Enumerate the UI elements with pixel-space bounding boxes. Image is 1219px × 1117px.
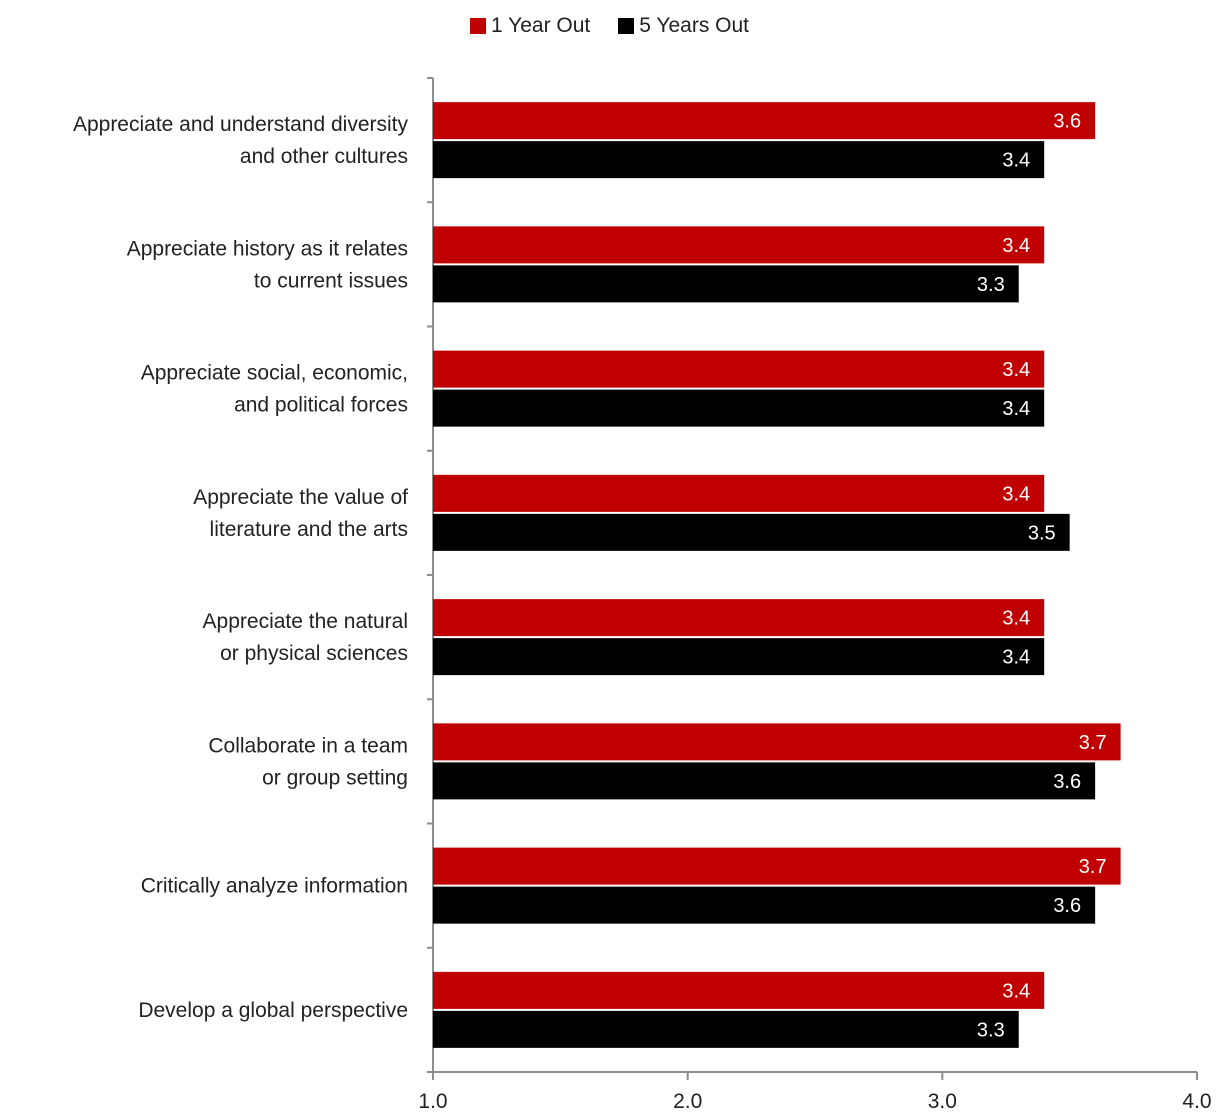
legend-swatch-5-years-out (618, 18, 635, 34)
bar (433, 638, 1045, 676)
bar (433, 102, 1096, 140)
bar (433, 141, 1045, 179)
x-tick-label: 4.0 (1182, 1090, 1211, 1113)
bar (433, 762, 1096, 800)
bar-value-label: 3.4 (1002, 608, 1030, 630)
bar-value-label: 3.3 (977, 274, 1005, 296)
category-label: or group setting (262, 766, 408, 789)
bar (433, 389, 1045, 427)
bar (433, 513, 1070, 551)
x-tick-label: 2.0 (673, 1090, 702, 1113)
category-label: Appreciate history as it relates (127, 237, 408, 260)
legend-label-1-year-out: 1 Year Out (491, 14, 591, 37)
x-tick-label: 1.0 (418, 1090, 447, 1113)
bar (433, 265, 1019, 303)
bar-value-label: 3.4 (1002, 235, 1030, 257)
bar-value-label: 3.4 (1002, 483, 1030, 505)
category-label: Appreciate the value of (193, 486, 408, 509)
bar-value-label: 3.7 (1079, 856, 1107, 878)
bar-value-label: 3.4 (1002, 980, 1030, 1002)
category-label: literature and the arts (210, 518, 408, 541)
category-label: Appreciate social, economic, (141, 362, 408, 385)
bar (433, 847, 1121, 885)
category-label: Critically analyze information (141, 875, 408, 898)
bar-value-label: 3.4 (1002, 398, 1030, 420)
category-label: Appreciate the natural (203, 610, 408, 633)
category-label: and other cultures (240, 145, 408, 168)
bar (433, 350, 1045, 388)
bar (433, 723, 1121, 761)
bar-value-label: 3.5 (1028, 522, 1056, 544)
category-label: Appreciate and understand diversity (73, 113, 409, 136)
x-tick-label: 3.0 (928, 1090, 957, 1113)
category-label: Collaborate in a team (208, 734, 408, 757)
bar-value-label: 3.4 (1002, 647, 1030, 669)
category-label: or physical sciences (220, 642, 408, 665)
bar (433, 1010, 1019, 1048)
bar-value-label: 3.4 (1002, 359, 1030, 381)
legend-swatch-1-year-out (470, 18, 486, 34)
bar (433, 599, 1045, 637)
bar (433, 226, 1045, 264)
legend-label-5-years-out: 5 Years Out (639, 14, 749, 37)
bar (433, 971, 1045, 1009)
legend-entry-5-years-out: 5 Years Out (618, 14, 749, 38)
bar-value-label: 3.3 (977, 1019, 1005, 1041)
legend-entry-1-year-out: 1 Year Out (470, 14, 590, 38)
category-label: to current issues (254, 269, 408, 292)
bar (433, 474, 1045, 512)
bar-value-label: 3.4 (1002, 150, 1030, 172)
legend: 1 Year Out 5 Years Out (0, 10, 1219, 42)
bar-value-label: 3.6 (1053, 895, 1081, 917)
bar (433, 886, 1096, 924)
bar-value-label: 3.7 (1079, 732, 1107, 754)
category-label: Develop a global perspective (138, 999, 408, 1022)
bar-value-label: 3.6 (1053, 111, 1081, 133)
bar-value-label: 3.6 (1053, 771, 1081, 793)
category-label: and political forces (234, 394, 408, 417)
